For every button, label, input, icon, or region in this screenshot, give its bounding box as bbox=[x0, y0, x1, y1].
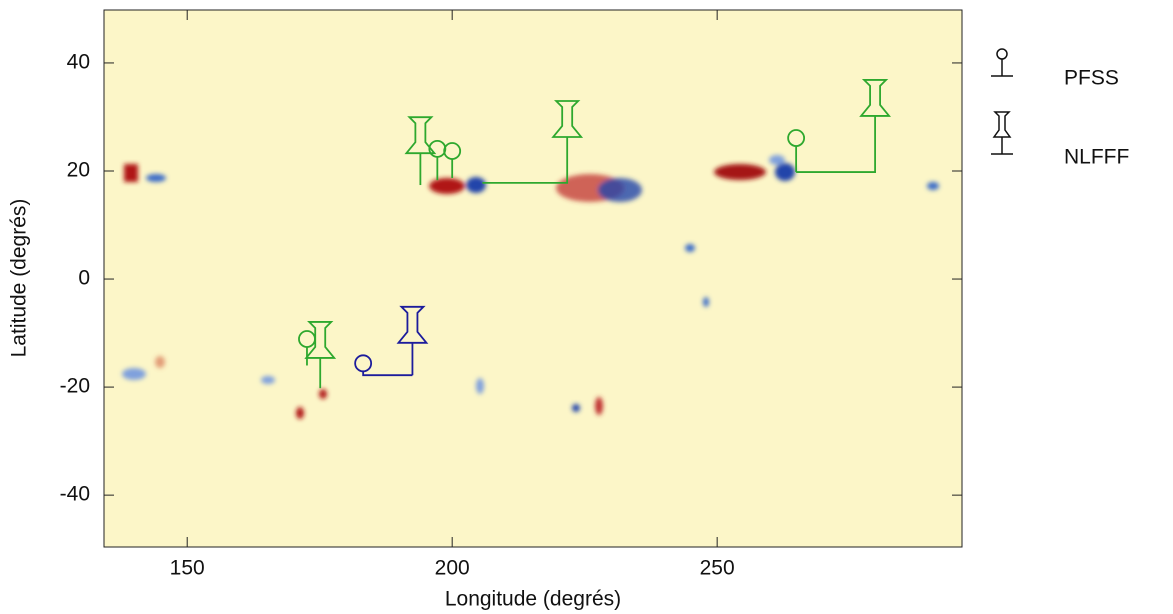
magnetogram-blob bbox=[595, 397, 603, 415]
magnetogram-blob bbox=[296, 407, 304, 419]
magnetogram-blob bbox=[466, 177, 486, 193]
nlfff-marker bbox=[304, 321, 337, 359]
plot-area bbox=[298, 79, 891, 389]
magnetogram-blob bbox=[714, 164, 766, 180]
magnetogram-blob bbox=[685, 244, 695, 252]
x-tick-label: 150 bbox=[170, 557, 205, 580]
y-axis-label: Latitude (degrés) bbox=[8, 199, 31, 358]
magnetogram bbox=[122, 155, 939, 419]
leader-line bbox=[362, 371, 413, 377]
magnetogram-blob bbox=[572, 404, 580, 412]
y-tick-label: 0 bbox=[78, 267, 90, 290]
y-tick-label: -20 bbox=[60, 375, 90, 398]
x-axis-label: Longitude (degrés) bbox=[445, 588, 621, 611]
legend-icon-circle bbox=[991, 48, 1013, 77]
magnetogram-blob bbox=[703, 297, 709, 307]
magnetogram-blob bbox=[769, 155, 785, 165]
legend-label: PFSS bbox=[1064, 67, 1119, 90]
pfss-marker bbox=[787, 129, 806, 147]
nlfff-marker bbox=[551, 100, 584, 138]
x-tick-label: 200 bbox=[435, 557, 470, 580]
legend-label: NLFFF bbox=[1064, 146, 1129, 169]
magnetogram-blob bbox=[319, 389, 327, 399]
magnetogram-blob bbox=[429, 178, 465, 194]
magnetogram-blob bbox=[146, 174, 166, 182]
magnetogram-blob bbox=[261, 376, 275, 384]
y-tick-label: 40 bbox=[67, 50, 90, 73]
nlfff-marker bbox=[396, 305, 429, 344]
legend: PFSS NLFFF bbox=[991, 48, 1129, 169]
plot-background bbox=[104, 10, 962, 547]
legend-icon-pushpin bbox=[991, 111, 1013, 155]
leader-line bbox=[796, 115, 876, 173]
pfss-marker bbox=[443, 142, 462, 160]
nlfff-marker bbox=[859, 79, 891, 117]
plot-frame bbox=[103, 9, 963, 548]
y-tick-label: -40 bbox=[60, 483, 90, 506]
magnetogram-blob bbox=[775, 163, 795, 181]
magnetogram-blob bbox=[155, 356, 165, 368]
leader-line bbox=[482, 136, 569, 184]
magnetogram-blob bbox=[927, 182, 939, 190]
magnetogram-blob bbox=[598, 178, 642, 202]
nlfff-marker bbox=[404, 116, 437, 155]
pfss-marker bbox=[354, 354, 373, 373]
magnetogram-blob bbox=[122, 368, 146, 380]
magnetogram-blob bbox=[476, 378, 484, 394]
x-tick-label: 250 bbox=[700, 557, 735, 580]
y-tick-label: 20 bbox=[67, 159, 90, 182]
magnetogram-blob bbox=[124, 164, 138, 182]
